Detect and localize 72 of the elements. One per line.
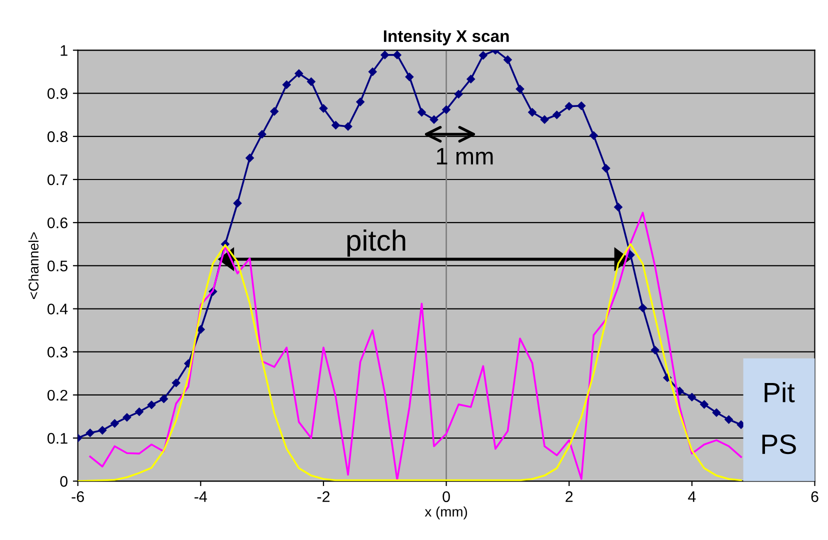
y-tick-label: 0.9 (47, 88, 68, 99)
point (147, 400, 156, 409)
point (602, 164, 610, 172)
point (172, 378, 180, 388)
y-tick-label: 0 (60, 476, 68, 487)
point (319, 104, 328, 113)
point (650, 346, 660, 354)
point (688, 392, 696, 402)
point (577, 102, 586, 110)
point (98, 426, 107, 434)
y-tick-label: 0.3 (47, 346, 68, 358)
point (196, 325, 205, 334)
point (294, 69, 304, 78)
point (454, 90, 463, 98)
y-tick-label: 0.7 (47, 174, 68, 186)
point (368, 68, 377, 76)
point (638, 304, 647, 312)
x-tick-label: -4 (194, 491, 207, 502)
x-tick-label: 4 (688, 491, 696, 502)
point (233, 199, 242, 208)
chart-title: Intensity X scan (384, 30, 509, 46)
point (626, 250, 635, 260)
point (122, 413, 132, 422)
point (430, 115, 438, 124)
annotation: PS (762, 434, 796, 454)
x-tick-label: -6 (72, 491, 84, 502)
point (564, 102, 574, 110)
point (258, 130, 266, 138)
point (380, 50, 390, 60)
y-tick-label: 0.2 (47, 390, 68, 401)
point (344, 122, 352, 131)
y-tick-label: 0.5 (47, 260, 68, 272)
x-axis-title: x (mm) (424, 506, 468, 520)
point (405, 72, 414, 82)
point (160, 394, 168, 403)
point (466, 74, 475, 84)
point (528, 108, 536, 116)
point (504, 56, 512, 64)
point (307, 78, 316, 86)
point (479, 51, 488, 60)
x-tick-label: 6 (811, 491, 818, 502)
y-tick-label: 0.1 (47, 432, 68, 444)
point (270, 107, 278, 116)
y-tick-label: 1 (60, 45, 68, 56)
annotation: 1 mm (437, 148, 493, 164)
y-axis-title: <Channel> (28, 232, 39, 299)
x-tick-label: 2 (566, 491, 573, 502)
annotation: Pit (764, 382, 795, 402)
point (332, 121, 340, 130)
point (552, 110, 561, 119)
point (712, 408, 721, 417)
point (418, 108, 426, 116)
point (110, 419, 119, 428)
y-tick-label: 0.4 (47, 304, 68, 314)
y-tick-label: 0.8 (47, 131, 68, 142)
point (86, 428, 94, 438)
point (614, 202, 622, 212)
point (540, 115, 549, 124)
point (393, 50, 402, 60)
x-tick-label: -2 (317, 491, 330, 502)
point (135, 408, 144, 416)
point (590, 131, 598, 140)
point (724, 415, 733, 424)
y-tick-label: 0.6 (47, 217, 68, 228)
x-tick-label: 0 (442, 491, 450, 502)
point (700, 400, 708, 409)
point (282, 80, 291, 89)
point (246, 154, 254, 162)
point (442, 106, 450, 114)
point (516, 84, 524, 94)
annotation: pitch (347, 229, 406, 257)
point (356, 98, 364, 106)
